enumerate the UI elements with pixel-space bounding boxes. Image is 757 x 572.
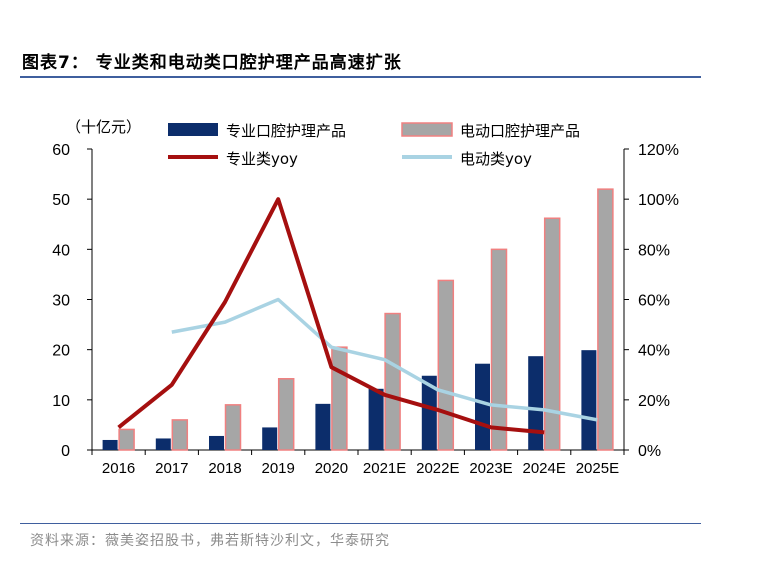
- x-tick-label: 2018: [208, 460, 241, 477]
- x-tick-label: 2024E: [523, 460, 566, 477]
- source-rule: [20, 523, 701, 524]
- left-axis-unit: （十亿元）: [66, 118, 141, 136]
- bar-pro: [581, 350, 597, 450]
- left-tick-label: 20: [52, 343, 70, 360]
- x-tick-label: 2025E: [576, 460, 619, 477]
- legend-label: 电动口腔护理产品: [460, 122, 580, 140]
- left-tick-label: 0: [61, 443, 70, 460]
- bar-elec: [490, 248, 508, 451]
- bar-elec: [277, 378, 295, 451]
- bar-elec: [171, 419, 189, 451]
- bar-elec: [331, 346, 348, 451]
- bar-pro: [315, 403, 331, 450]
- bar-elec: [118, 428, 135, 451]
- bar-elec: [543, 217, 561, 451]
- legend-label: 专业类yoy: [226, 150, 298, 168]
- legend-swatch-elec-bar: [401, 122, 453, 137]
- x-tick-label: 2023E: [469, 460, 512, 477]
- legend-label: 电动类yoy: [460, 150, 532, 168]
- title-rule: [20, 76, 701, 78]
- x-tick-label: 2022E: [416, 460, 459, 477]
- right-tick-label: 60%: [638, 293, 670, 310]
- x-tick-label: 2021E: [363, 460, 406, 477]
- x-tick-label: 2019: [262, 460, 295, 477]
- line-pro-yoy: [117, 197, 545, 435]
- bar-pro: [262, 427, 278, 450]
- right-tick-label: 20%: [638, 393, 670, 410]
- bar-pro: [102, 439, 118, 450]
- legend-swatch-pro-bar: [168, 123, 218, 136]
- x-tick-label: 2017: [155, 460, 188, 477]
- right-tick-label: 40%: [638, 343, 670, 360]
- bar-pro: [155, 438, 171, 450]
- left-tick-label: 10: [52, 393, 70, 410]
- bar-pro: [209, 435, 224, 450]
- bars: [102, 188, 614, 451]
- bar-pro: [421, 375, 437, 450]
- bar-elec: [437, 279, 455, 451]
- left-tick-label: 50: [52, 192, 70, 209]
- x-tick-label: 2020: [315, 460, 348, 477]
- chart: 0 10 20 30 40 50 60 0% 20% 40% 60% 80% 100% 120% （十亿元）…: [52, 118, 679, 477]
- right-tick-label: 100%: [638, 192, 679, 209]
- line-elec-yoy: [171, 297, 598, 422]
- bar-elec: [384, 312, 401, 451]
- bar-pro: [368, 388, 384, 450]
- bar-elec: [224, 404, 242, 451]
- legend-label: 专业口腔护理产品: [226, 122, 346, 140]
- left-tick-label: 60: [52, 142, 70, 159]
- right-tick-label: 120%: [638, 142, 679, 159]
- left-tick-label: 40: [52, 242, 70, 259]
- figure-title: 图表7： 专业类和电动类口腔护理产品高速扩张: [22, 53, 402, 73]
- axes: 0 10 20 30 40 50 60 0% 20% 40% 60% 80% 100% 120% （十亿元）…: [52, 118, 679, 477]
- bar-elec: [597, 188, 614, 451]
- source-note: 资料来源：薇美姿招股书，弗若斯特沙利文，华泰研究: [30, 533, 390, 549]
- right-tick-label: 80%: [638, 242, 670, 259]
- bar-pro: [475, 363, 490, 450]
- right-tick-label: 0%: [638, 443, 661, 460]
- x-tick-label: 2016: [102, 460, 135, 477]
- left-tick-label: 30: [52, 293, 70, 310]
- bar-pro: [528, 356, 544, 450]
- lines: [117, 197, 598, 435]
